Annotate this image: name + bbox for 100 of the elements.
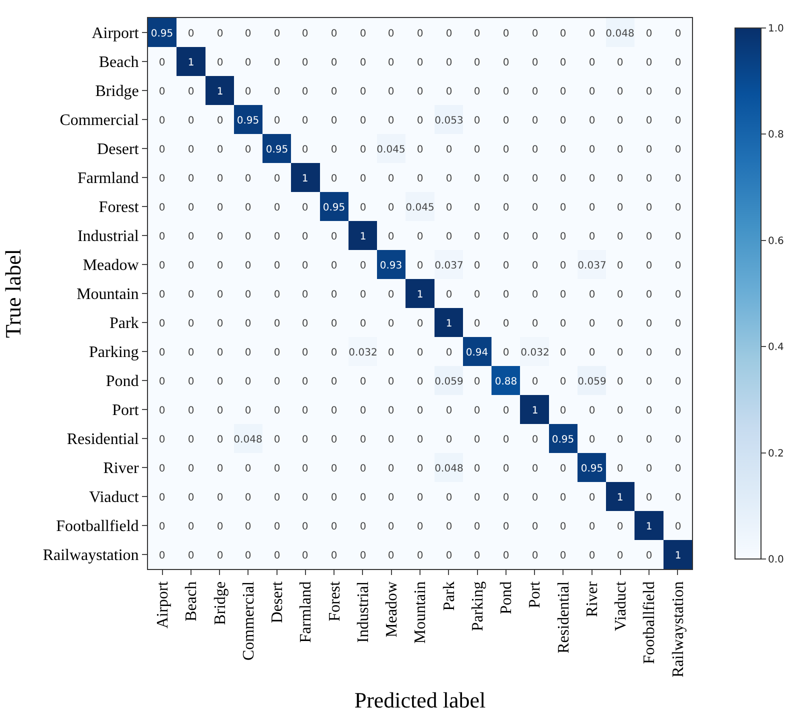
data-label: 0 (474, 260, 480, 272)
data-label: 0 (388, 550, 394, 562)
data-label: 0 (588, 232, 596, 242)
data-label: 0 (388, 406, 394, 416)
data-label: 0 (216, 116, 224, 126)
data-label: 0 (674, 86, 682, 98)
data-label: 1 (188, 58, 194, 68)
data-label: 0 (474, 174, 480, 184)
x-tick-label: Park (440, 581, 458, 611)
data-label: 0 (302, 28, 308, 40)
y-tick-label: Parking (89, 344, 139, 362)
data-label: 0 (560, 260, 566, 272)
data-label: 0 (216, 348, 224, 358)
y-tick-label: Farmland (77, 170, 139, 188)
data-label: 0.95 (580, 464, 604, 474)
data-label: 0 (474, 464, 480, 474)
data-label: 0 (646, 318, 652, 330)
data-label: 0 (646, 144, 652, 156)
data-label: 0.048 (606, 28, 634, 40)
data-label: 0 (560, 232, 566, 242)
data-label: 0 (274, 232, 280, 242)
data-label: 0 (416, 522, 424, 532)
data-label: 0 (188, 550, 194, 562)
data-label: 0 (274, 376, 280, 388)
data-label: 0 (416, 550, 424, 562)
data-label: 0 (474, 318, 480, 330)
data-label: 0 (646, 290, 652, 300)
data-label: 0 (330, 318, 338, 330)
data-label: 0 (474, 550, 480, 562)
data-label: 0 (416, 492, 424, 504)
data-label: 0 (360, 58, 366, 68)
data-label: 0 (674, 58, 682, 68)
data-label: 0 (360, 290, 366, 300)
data-label: 0 (188, 376, 194, 388)
x-tick-label: Mountain (412, 581, 430, 644)
data-label: 0 (674, 492, 682, 504)
data-label: 0 (560, 492, 566, 504)
data-label: 0 (216, 464, 224, 474)
y-tick-label: Railwaystation (42, 547, 139, 564)
data-label: 0 (616, 348, 624, 358)
x-tick-label: Farmland (298, 581, 315, 643)
x-tick-label: Port (526, 580, 544, 608)
data-label: 0 (588, 434, 596, 446)
data-label: 0 (502, 464, 510, 474)
data-label: 0 (302, 260, 308, 272)
data-label: 0 (474, 28, 480, 40)
data-label: 0 (388, 174, 394, 184)
data-label: 0 (502, 144, 510, 156)
data-label: 0 (588, 58, 596, 68)
data-label: 0 (388, 202, 394, 214)
data-label: 0 (616, 290, 624, 300)
data-label: 0.95 (150, 28, 174, 40)
data-label: 0 (188, 28, 194, 40)
data-label: 0 (616, 144, 624, 156)
data-label: 0 (416, 260, 424, 272)
data-label: 0 (274, 492, 280, 504)
color-bar-label: 0.6 (768, 236, 784, 247)
data-label: 0 (302, 406, 308, 416)
data-label: 0.053 (434, 116, 464, 126)
data-label: 0 (244, 492, 252, 504)
data-label: 0.059 (578, 376, 606, 388)
data-label: 0 (158, 116, 166, 126)
data-label: 0 (588, 116, 596, 126)
data-label: 0 (330, 550, 338, 562)
y-tick-label: Meadow (82, 257, 140, 274)
data-label: 0 (388, 28, 394, 40)
data-label: 0 (502, 28, 510, 40)
data-label: 0 (674, 144, 682, 156)
data-label: 0 (158, 202, 166, 214)
data-label: 0 (616, 174, 624, 184)
data-label: 0.045 (406, 202, 434, 214)
data-label: 0 (302, 522, 308, 532)
y-axis-title: True label (0, 248, 26, 338)
data-label: 0 (302, 232, 308, 242)
data-label: 0 (532, 318, 538, 330)
data-label: 0 (216, 434, 224, 446)
data-label: 0 (274, 86, 280, 98)
data-label: 0 (216, 202, 224, 214)
data-label: 0 (416, 232, 424, 242)
data-label: 0 (244, 406, 252, 416)
x-tick-label: Airport (154, 580, 172, 629)
data-label: 0 (646, 232, 652, 242)
data-label: 0 (446, 144, 452, 156)
data-label: 0 (474, 116, 480, 126)
data-label: 0 (330, 406, 338, 416)
data-label: 0 (388, 464, 394, 474)
data-label: 0 (532, 116, 538, 126)
data-label: 0 (360, 144, 366, 156)
data-label: 0 (588, 290, 596, 300)
data-label: 0 (188, 202, 194, 214)
data-label: 0 (388, 290, 394, 300)
data-label: 0 (646, 348, 652, 358)
data-label: 0 (560, 318, 566, 330)
data-label: 0 (188, 144, 194, 156)
data-label: 0 (416, 28, 424, 40)
data-label: 0 (360, 318, 366, 330)
data-label: 0 (360, 464, 366, 474)
data-label: 0 (646, 406, 652, 416)
data-label: 0 (158, 260, 166, 272)
x-tick-label: Railwaystation (670, 581, 687, 678)
